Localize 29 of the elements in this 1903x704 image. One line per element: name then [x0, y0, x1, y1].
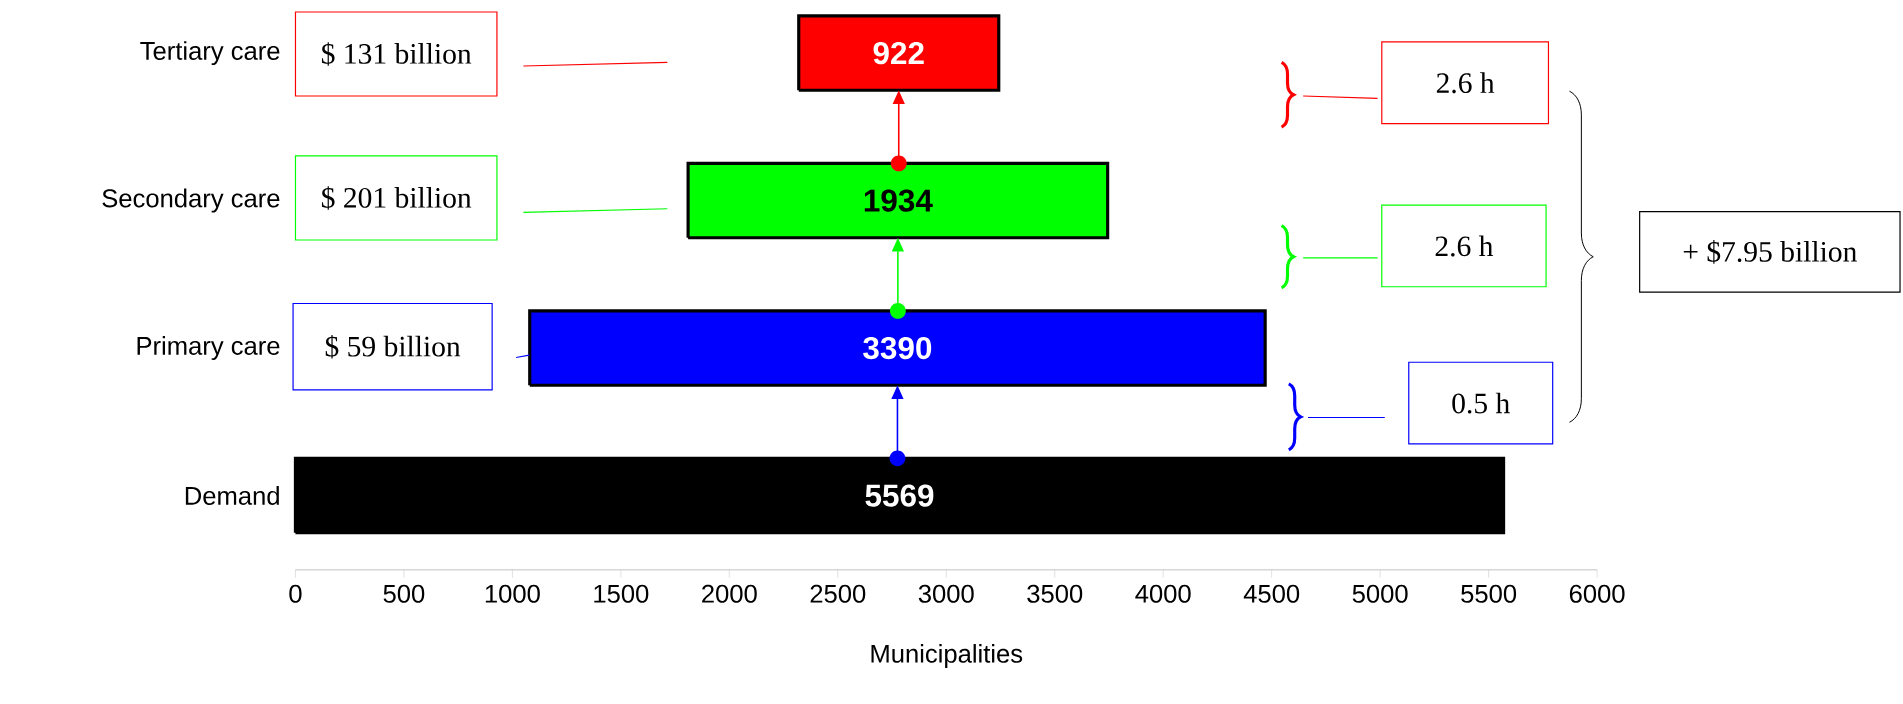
x-tick-label: 2000 [702, 584, 757, 603]
text: + $7.95 billion [1683, 240, 1857, 264]
y-tick-label: Secondary care [102, 188, 280, 213]
x-tick-label: 6000 [1569, 584, 1625, 603]
x-tick-label: 0 [289, 584, 302, 603]
annotation: 2.6 h [1435, 235, 1494, 257]
x-tick-label: 1000 [485, 584, 540, 603]
x-tick-label: 4500 [1243, 584, 1300, 603]
x-tick-label: 3500 [1027, 584, 1083, 603]
y-tick-label: Demand [185, 486, 279, 505]
x-axis-title: Municipalities [871, 643, 1023, 668]
annotation: $ 201 billion [321, 186, 472, 210]
x-tick-label: 1500 [594, 584, 649, 603]
x-tick-label: 3000 [918, 584, 974, 603]
data-label: 1934 [864, 189, 933, 212]
data-label: 922 [873, 41, 924, 65]
y-tick-label: Tertiary care [140, 41, 280, 65]
annotation: 0.5 h [1452, 392, 1510, 414]
x-tick-label: 5000 [1352, 584, 1408, 603]
x-tick-label: 4000 [1135, 584, 1191, 603]
annotation: $ 59 billion [325, 334, 461, 359]
y-tick-label: Primary care [137, 335, 280, 360]
x-tick-label: 5500 [1461, 584, 1517, 603]
data-label: 5569 [865, 484, 934, 507]
annotation: $ 131 billion [321, 42, 472, 66]
annotation: 2.6 h [1436, 72, 1495, 94]
data-label: 3390 [863, 336, 932, 360]
x-tick-label: 500 [383, 584, 425, 603]
x-tick-label: 2500 [810, 584, 866, 603]
